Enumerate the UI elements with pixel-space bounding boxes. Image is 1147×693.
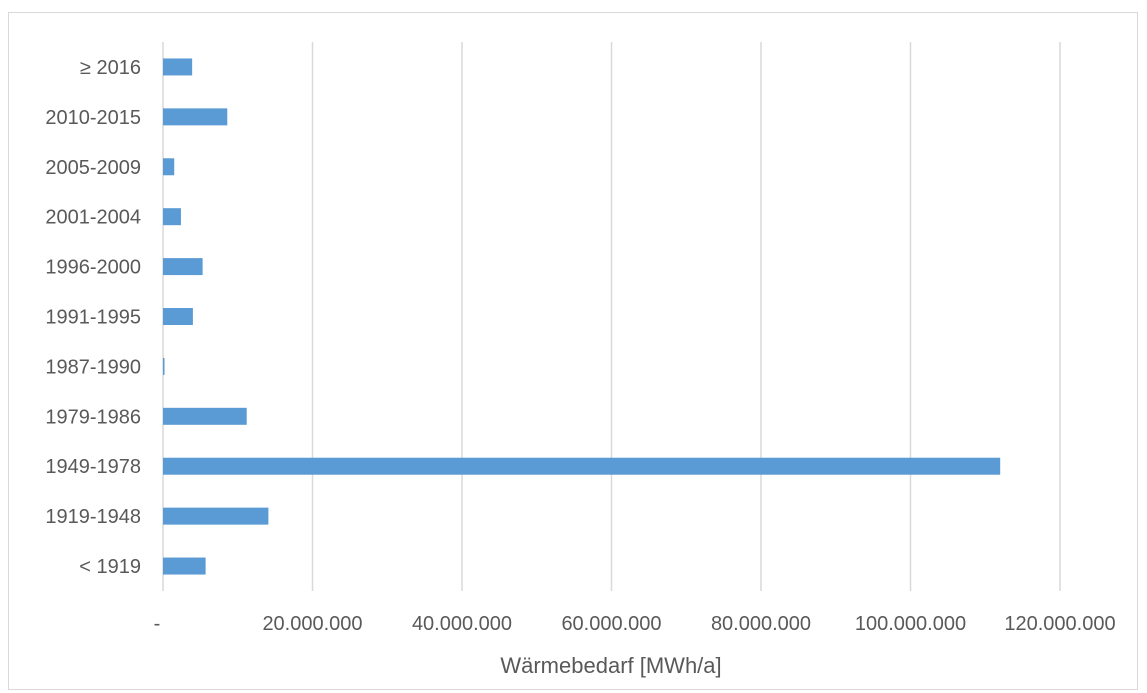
category-label: ≥ 2016 bbox=[80, 57, 141, 79]
category-label: 1987-1990 bbox=[45, 356, 141, 378]
bar-7 bbox=[163, 357, 165, 375]
x-tick-label: 20.000.000 bbox=[262, 613, 362, 635]
x-tick-label: 40.000.000 bbox=[412, 613, 512, 635]
bar-6 bbox=[163, 308, 193, 325]
bar-1 bbox=[163, 58, 193, 76]
category-label: 1996-2000 bbox=[45, 257, 141, 279]
bar-10 bbox=[163, 507, 269, 525]
gridlines bbox=[162, 42, 1061, 591]
bar-2 bbox=[163, 108, 228, 126]
category-label: 2005-2009 bbox=[45, 157, 141, 179]
category-label: 1979-1986 bbox=[45, 406, 141, 428]
bar-5 bbox=[163, 258, 203, 276]
bars bbox=[163, 58, 1001, 575]
bar-9 bbox=[163, 457, 1001, 475]
category-label: 2001-2004 bbox=[45, 207, 141, 229]
category-label: 1949-1978 bbox=[45, 456, 141, 478]
x-tick-label: 100.000.000 bbox=[855, 613, 966, 635]
category-label: 1919-1948 bbox=[45, 506, 141, 528]
category-label: 2010-2015 bbox=[45, 107, 141, 129]
x-tick-label: - bbox=[154, 613, 161, 635]
bar-11 bbox=[163, 557, 206, 575]
category-label: < 1919 bbox=[79, 556, 141, 578]
bar-4 bbox=[163, 208, 181, 226]
bar-3 bbox=[163, 158, 175, 176]
x-tick-label: 60.000.000 bbox=[561, 613, 661, 635]
x-tick-labels: - 20.000.000 40.000.000 60.000.000 80.000.00… bbox=[154, 613, 1116, 635]
category-label: 1991-1995 bbox=[45, 307, 141, 329]
x-tick-label: 120.000.000 bbox=[1004, 613, 1115, 635]
x-axis-title: Wärmebedarf [MWh/a] bbox=[500, 653, 721, 678]
category-labels: ≥ 2016 2010-2015 2005-2009 2001-2004 1996-20… bbox=[45, 57, 141, 578]
x-tick-label: 80.000.000 bbox=[711, 613, 811, 635]
bar-8 bbox=[163, 407, 247, 425]
